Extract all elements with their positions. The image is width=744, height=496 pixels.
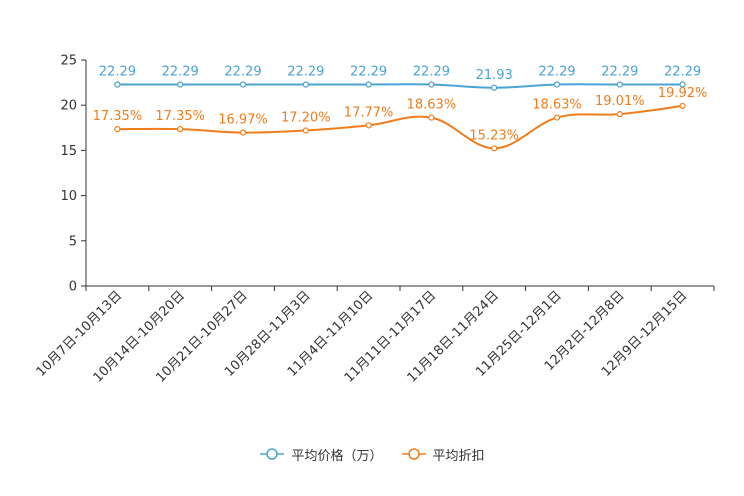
data-point bbox=[428, 114, 435, 121]
y-tick-label: 0 bbox=[69, 280, 77, 295]
data-point bbox=[616, 111, 623, 118]
data-point bbox=[553, 114, 561, 121]
data-point bbox=[679, 81, 686, 88]
data-label: 17.35% bbox=[155, 109, 205, 124]
data-label: 22.29 bbox=[413, 64, 450, 79]
data-point bbox=[302, 127, 309, 134]
data-point bbox=[239, 81, 247, 88]
data-label: 22.29 bbox=[99, 64, 136, 79]
data-point bbox=[365, 81, 372, 88]
data-point bbox=[365, 122, 372, 129]
legend-item-price[interactable]: 平均价格（万） bbox=[259, 445, 383, 464]
data-point bbox=[177, 126, 184, 133]
data-label: 17.20% bbox=[281, 111, 331, 126]
data-point bbox=[239, 129, 247, 136]
data-point bbox=[302, 81, 309, 88]
data-label: 16.97% bbox=[218, 113, 268, 128]
legend-marker-price bbox=[260, 448, 285, 460]
legend-marker-discount bbox=[401, 448, 426, 460]
data-label: 22.29 bbox=[287, 64, 324, 79]
series-line-0 bbox=[117, 83, 683, 89]
legend-label-discount: 平均折扣 bbox=[432, 448, 485, 464]
data-label: 17.35% bbox=[93, 109, 143, 124]
data-label: 22.29 bbox=[224, 64, 261, 79]
data-point bbox=[679, 102, 686, 110]
data-label: 22.29 bbox=[350, 64, 387, 79]
data-label: 22.29 bbox=[664, 64, 701, 79]
legend-label-price: 平均价格（万） bbox=[291, 448, 383, 464]
y-tick-label: 20 bbox=[60, 99, 77, 114]
y-tick-label: 15 bbox=[60, 144, 77, 159]
data-point bbox=[553, 81, 561, 88]
data-label: 22.29 bbox=[601, 64, 638, 79]
data-point bbox=[114, 126, 121, 133]
data-point bbox=[114, 81, 121, 88]
data-point bbox=[428, 81, 435, 88]
data-label: 19.92% bbox=[658, 86, 708, 101]
data-label: 18.63% bbox=[407, 98, 457, 113]
data-label: 15.23% bbox=[469, 128, 519, 143]
y-tick-label: 5 bbox=[69, 234, 77, 249]
data-label: 17.77% bbox=[344, 105, 394, 120]
data-point bbox=[177, 81, 184, 88]
data-label: 22.29 bbox=[538, 64, 575, 79]
data-label: 19.01% bbox=[595, 94, 645, 109]
data-point bbox=[616, 81, 623, 88]
data-label: 21.93 bbox=[476, 68, 513, 83]
data-point bbox=[491, 84, 498, 91]
chart-legend: 平均价格（万） 平均折扣 bbox=[0, 444, 744, 464]
y-tick-label: 25 bbox=[60, 54, 77, 69]
data-label: 18.63% bbox=[532, 98, 582, 113]
legend-item-discount[interactable]: 平均折扣 bbox=[401, 445, 485, 464]
data-label: 22.29 bbox=[162, 64, 199, 79]
data-point bbox=[491, 145, 498, 152]
y-tick-label: 10 bbox=[60, 189, 77, 204]
series-line-1 bbox=[117, 104, 683, 150]
